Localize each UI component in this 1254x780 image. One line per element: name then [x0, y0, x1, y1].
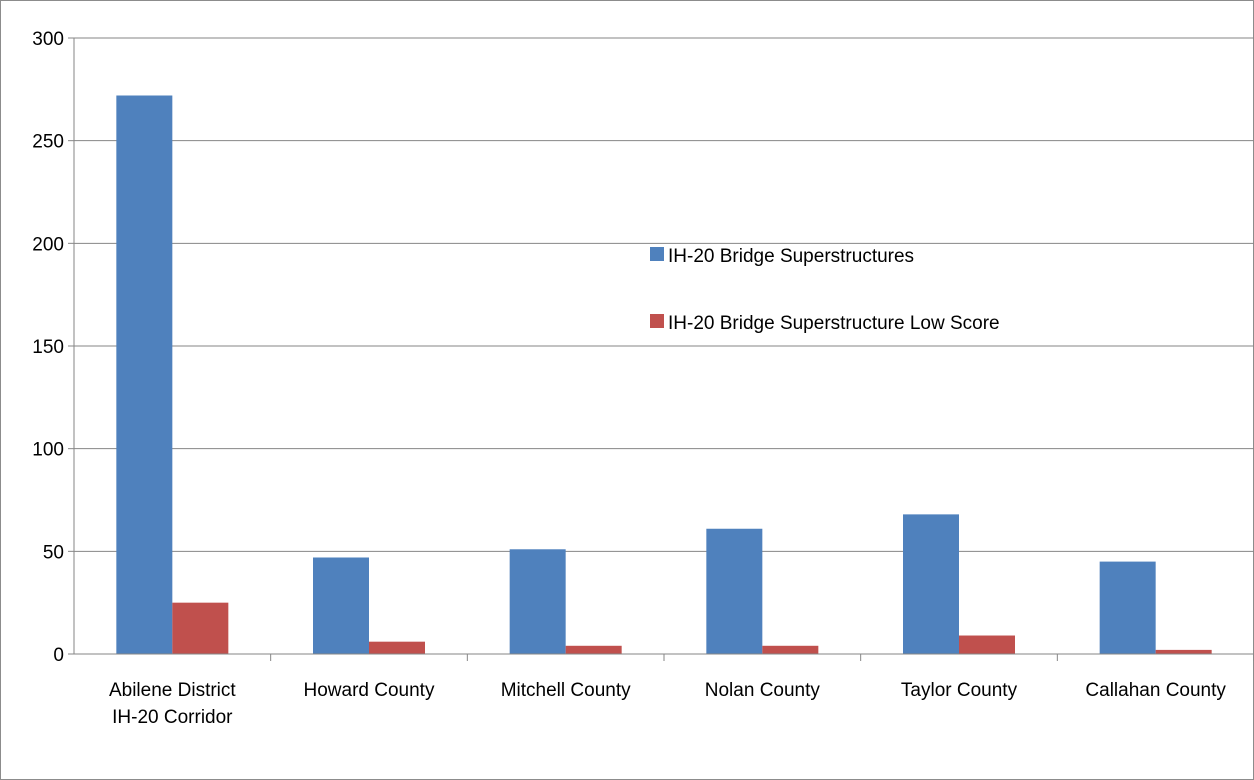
x-category-labels: Abilene District IH-20 Corridor Howard Cou… [109, 680, 1226, 728]
x-category-label: Howard County [304, 680, 435, 701]
y-tick-label: 150 [32, 337, 64, 358]
bar-low-score [172, 602, 229, 654]
legend-swatch [650, 314, 664, 328]
bar-superstructures [903, 514, 959, 654]
legend: IH-20 Bridge Superstructures IH-20 Bridge… [650, 246, 1000, 334]
bar-superstructures [509, 549, 566, 654]
bar-low-score [1155, 649, 1212, 654]
x-category-label: Mitchell County [501, 680, 631, 701]
bar-low-score [762, 645, 819, 654]
bar-low-score [565, 645, 622, 654]
y-tick-label: 200 [32, 234, 64, 255]
legend-label: IH-20 Bridge Superstructures [668, 246, 914, 267]
y-tick-label: 0 [53, 645, 64, 666]
axes [68, 37, 1254, 661]
bars [116, 95, 1212, 654]
bar-low-score [959, 635, 1015, 654]
y-tick-label: 50 [43, 542, 64, 563]
bar-superstructures [1099, 561, 1156, 654]
x-category-label: Nolan County [705, 680, 821, 701]
x-category-label: Callahan County [1085, 680, 1226, 701]
bar-superstructures [706, 528, 763, 654]
bar-superstructures [313, 557, 369, 654]
x-category-label: Taylor County [901, 680, 1018, 701]
legend-label: IH-20 Bridge Superstructure Low Score [668, 313, 1000, 334]
bar-superstructures [116, 95, 173, 654]
y-tick-label: 100 [32, 440, 64, 461]
legend-swatch [650, 247, 664, 261]
x-category-label: Abilene District IH-20 Corridor [109, 680, 236, 728]
y-tick-labels: 0 50 100 150 200 250 300 [32, 29, 64, 666]
bar-low-score [369, 641, 425, 654]
y-tick-label: 250 [32, 132, 64, 153]
y-tick-label: 300 [32, 29, 64, 50]
gridlines [74, 37, 1254, 552]
